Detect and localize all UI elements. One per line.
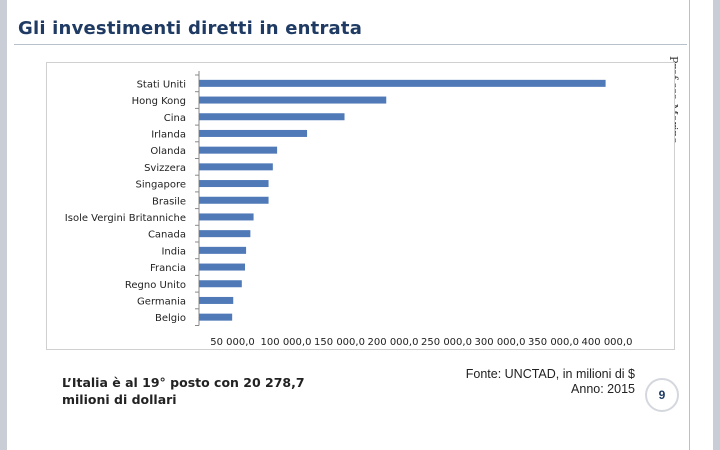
page-number-badge: 9 — [645, 378, 679, 412]
left-accent-bar — [0, 0, 7, 450]
category-label: Canada — [148, 230, 186, 241]
source-text: Fonte: UNCTAD, in milioni di $ — [465, 367, 635, 381]
bar — [199, 263, 246, 271]
category-label: Francia — [150, 263, 186, 274]
right-accent-bar — [713, 0, 720, 450]
category-label: Irlanda — [151, 129, 186, 140]
category-label: Hong Kong — [132, 96, 186, 107]
category-label: Isole Vergini Britanniche — [65, 213, 186, 224]
x-tick-label: 100 000,0 — [261, 337, 312, 348]
slide-title: Gli investimenti diretti in entrata — [18, 18, 363, 39]
bar — [199, 163, 273, 171]
bar — [199, 230, 251, 238]
bar — [199, 280, 242, 288]
bar — [199, 146, 278, 154]
category-label: Svizzera — [144, 163, 186, 174]
category-label: India — [161, 246, 186, 257]
bar-chart: Stati Uniti Hong Kong Cina Irlanda Olanda Svi… — [65, 71, 633, 348]
bar — [199, 313, 233, 321]
source-block: Fonte: UNCTAD, in milioni di $ Anno: 201… — [420, 367, 635, 397]
x-tick-label: 50 000,0 — [210, 337, 255, 348]
bar — [199, 196, 269, 204]
bar — [199, 246, 247, 254]
category-label: Brasile — [152, 196, 186, 207]
x-tick-label: 150 000,0 — [314, 337, 365, 348]
bar — [199, 96, 387, 104]
bar — [199, 129, 308, 137]
bar — [199, 79, 606, 87]
category-label: Stati Uniti — [137, 79, 186, 90]
category-label: Singapore — [136, 180, 186, 191]
x-tick-label: 200 000,0 — [368, 337, 419, 348]
category-label: Regno Unito — [125, 280, 186, 291]
category-label: Germania — [137, 296, 186, 307]
bar — [199, 213, 254, 221]
right-divider-line — [689, 0, 690, 450]
x-tick-label: 400 000,0 — [582, 337, 633, 348]
bar — [199, 113, 345, 121]
bar — [199, 180, 269, 188]
x-tick-label: 300 000,0 — [475, 337, 526, 348]
category-label: Cina — [164, 113, 186, 124]
source-year: Anno: 2015 — [571, 382, 635, 396]
chart-frame: Stati Uniti Hong Kong Cina Irlanda Olanda Svi… — [46, 62, 675, 350]
category-label: Belgio — [155, 313, 186, 324]
x-tick-label: 350 000,0 — [528, 337, 579, 348]
bar — [199, 296, 234, 304]
page-number: 9 — [658, 388, 666, 402]
italy-note: L’Italia è al 19° posto con 20 278,7 mil… — [62, 375, 305, 407]
title-underline — [14, 44, 687, 45]
category-label: Olanda — [150, 146, 186, 157]
x-tick-label: 250 000,0 — [421, 337, 472, 348]
